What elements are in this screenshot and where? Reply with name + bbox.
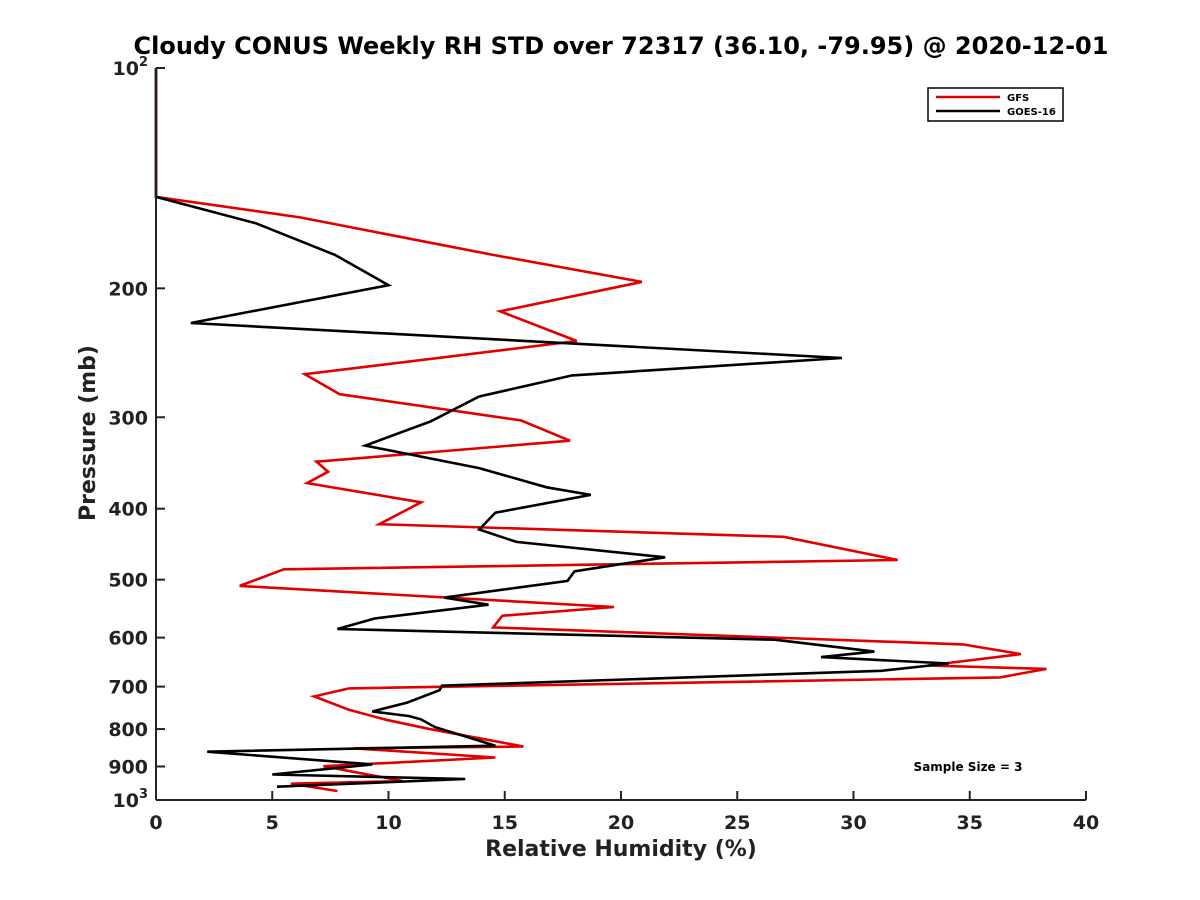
y-tick-label: 103 [113,787,149,812]
ticks-layer: 0 5 10 15 20 25 30 35 40 102 200 300 400 500 600 700 800… [108,55,1099,834]
x-tick-label: 5 [266,812,279,834]
legend-label-goes16: GOES-16 [1007,107,1056,118]
y-tick-label: 102 [113,55,149,80]
y-tick-label: 500 [108,570,148,592]
y-tick-label: 800 [108,719,148,741]
x-tick-label: 10 [375,812,401,834]
x-axis-label: Relative Humidity (%) [485,837,757,862]
legend-box [927,87,1064,122]
x-tick-label: 40 [1073,812,1099,834]
series-line-gfs [154,68,1047,793]
x-tick-label: 20 [608,812,634,834]
x-tick-label: 0 [149,812,162,834]
series-line-goes16 [154,68,949,788]
x-tick-label: 25 [724,812,750,834]
y-tick-label: 900 [108,757,148,779]
legend: GFS GOES-16 [927,87,1064,122]
x-tick-label: 30 [840,812,866,834]
y-tick-label: 200 [108,278,148,300]
sample-size-annotation: Sample Size = 3 [914,760,1023,774]
x-tick-label: 15 [492,812,518,834]
x-tick-label: 35 [957,812,983,834]
y-tick-label: 400 [108,499,148,521]
y-tick-label: 300 [108,407,148,429]
y-tick-label: 600 [108,628,148,650]
y-tick-label: 700 [108,677,148,699]
chart-title: Cloudy CONUS Weekly RH STD over 72317 (3… [134,32,1109,60]
y-axis-label: Pressure (mb) [76,345,101,521]
legend-label-gfs: GFS [1007,93,1029,104]
series-layer [154,68,1047,793]
